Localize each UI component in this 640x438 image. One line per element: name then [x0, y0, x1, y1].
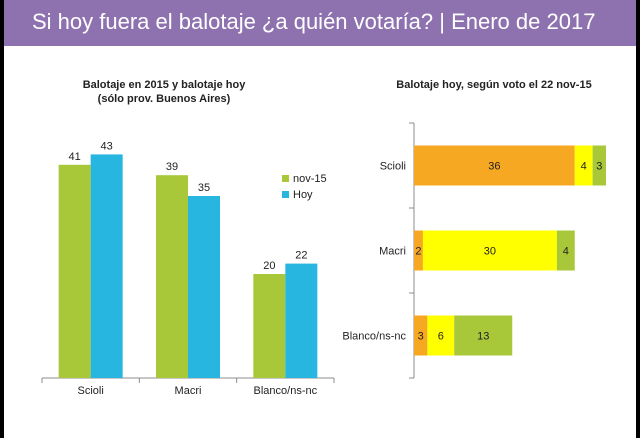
data-label: 35 [198, 182, 210, 194]
left-bar-chart: 41 43 Scioli 39 35 Macri 20 22 Blanco/ns-nc nov-1… [41, 140, 335, 397]
segment-label: 4 [581, 161, 587, 173]
category-label: Blanco/ns-nc [342, 331, 406, 343]
legend-label-nov-15: nov-15 [293, 173, 327, 185]
header-banner: Si hoy fuera el balotaje ¿a quién votarí… [4, 0, 636, 46]
page-title: Si hoy fuera el balotaje ¿a quién votarí… [32, 9, 596, 34]
data-label: 43 [101, 140, 113, 152]
segment-Scioli-0 [414, 145, 575, 186]
segment-label: 6 [438, 331, 444, 343]
category-label: Scioli [78, 385, 104, 397]
legend-label-Hoy: Hoy [293, 189, 313, 201]
segment-Scioli-2 [592, 145, 606, 186]
data-label: 39 [166, 161, 178, 173]
data-label: 20 [263, 260, 275, 272]
bar-Hoy-Blanco/ns-nc [285, 263, 318, 378]
segment-Macri-2 [556, 230, 575, 271]
segment-Scioli-1 [574, 145, 593, 186]
segment-label: 2 [415, 246, 421, 258]
category-label: Scioli [380, 161, 406, 173]
bar-Hoy-Macri [188, 196, 220, 378]
segment-label: 3 [596, 161, 602, 173]
category-label: Macri [175, 385, 202, 397]
segment-label: 4 [563, 246, 569, 258]
category-label: Blanco/ns-nc [254, 385, 318, 397]
left-chart-title: Balotaje en 2015 y balotaje hoy [82, 79, 246, 91]
left-chart-subtitle: (sólo prov. Buenos Aires) [97, 93, 231, 105]
slide: Si hoy fuera el balotaje ¿a quién votarí… [4, 0, 636, 438]
right-chart-title: Balotaje hoy, según voto el 22 nov-15 [396, 79, 592, 91]
segment-label: 36 [488, 161, 500, 173]
bar-Hoy-Scioli [90, 154, 123, 378]
data-label: 22 [295, 250, 307, 262]
bar-nov-15-Macri [156, 175, 188, 378]
bar-nov-15-Blanco/ns-nc [253, 274, 286, 378]
segment-label: 13 [477, 331, 489, 343]
left-chart-title-block: Balotaje en 2015 y balotaje hoy (sólo pr… [64, 78, 264, 106]
category-label: Macri [379, 246, 406, 258]
segment-label: 3 [418, 331, 424, 343]
segment-Blanco/ns-nc-2 [454, 315, 513, 356]
segment-Blanco/ns-nc-0 [414, 315, 428, 356]
legend-swatch-nov-15 [282, 175, 289, 182]
legend-swatch-Hoy [282, 191, 289, 198]
segment-Macri-1 [422, 230, 557, 271]
segment-Macri-0 [414, 230, 423, 271]
segment-Blanco/ns-nc-1 [427, 315, 455, 356]
segment-label: 30 [484, 246, 496, 258]
data-label: 41 [69, 151, 81, 163]
bar-nov-15-Scioli [58, 164, 91, 378]
